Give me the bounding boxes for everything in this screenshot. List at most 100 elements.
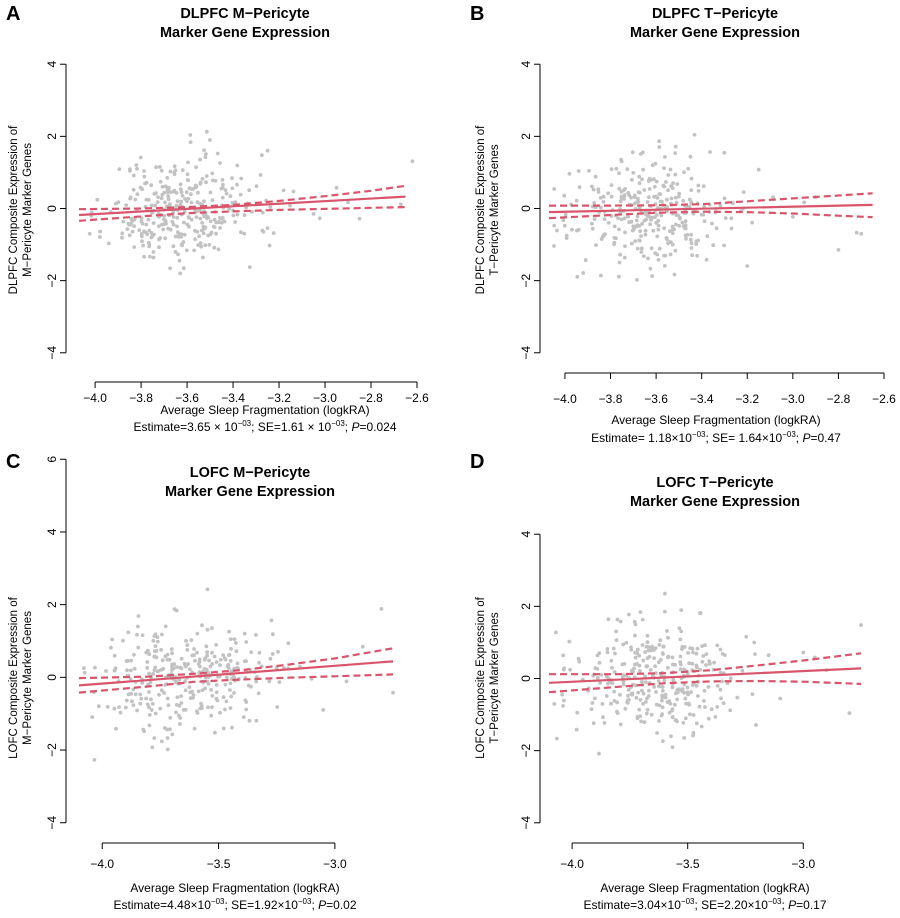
data-point: [706, 716, 711, 721]
data-point: [687, 197, 692, 202]
data-point: [244, 707, 249, 712]
data-point: [227, 653, 232, 657]
data-point: [618, 692, 622, 697]
data-point: [590, 226, 595, 231]
data-point: [652, 177, 656, 182]
data-point: [235, 163, 240, 168]
data-point: [159, 648, 164, 652]
data-point: [623, 230, 627, 235]
data-point: [630, 150, 635, 155]
data-point: [668, 701, 673, 706]
data-point: [577, 185, 582, 190]
data-point: [268, 656, 273, 661]
data-point: [191, 695, 195, 700]
data-point: [640, 679, 644, 684]
data-point: [159, 196, 164, 201]
data-point: [165, 696, 170, 701]
data-point: [625, 701, 630, 705]
data-point: [186, 160, 190, 165]
data-point: [645, 707, 650, 712]
data-point: [140, 187, 145, 192]
data-point: [202, 148, 207, 153]
data-point: [715, 684, 720, 688]
data-point: [596, 190, 601, 194]
data-point: [596, 187, 601, 192]
data-point: [186, 662, 191, 666]
data-point: [638, 714, 643, 719]
data-point: [222, 219, 227, 224]
data-point: [199, 701, 203, 706]
data-point: [156, 195, 160, 200]
data-point: [663, 591, 667, 596]
data-point: [641, 702, 645, 706]
data-point: [179, 232, 184, 237]
data-point: [217, 219, 222, 224]
data-point: [165, 727, 170, 732]
data-point: [149, 697, 153, 702]
data-point: [621, 675, 625, 680]
data-point: [172, 164, 177, 169]
data-point: [646, 648, 651, 653]
data-point: [123, 705, 128, 710]
data-point: [652, 184, 657, 189]
x-tick-label: −3.4: [690, 392, 714, 406]
data-point: [199, 244, 204, 249]
data-point: [606, 617, 611, 622]
data-point: [234, 641, 238, 645]
data-point: [658, 638, 663, 643]
data-point: [208, 232, 213, 237]
data-point: [157, 237, 161, 242]
data-point: [161, 227, 166, 232]
data-point: [210, 650, 214, 655]
data-point: [147, 705, 151, 710]
data-point: [662, 678, 667, 683]
data-point: [652, 685, 656, 689]
data-point: [685, 690, 690, 695]
data-point: [552, 187, 557, 191]
data-point: [647, 195, 651, 200]
data-point: [146, 198, 151, 202]
data-point: [650, 274, 655, 278]
data-point: [673, 718, 678, 723]
data-point: [142, 174, 147, 179]
data-point: [139, 696, 144, 701]
data-point: [640, 643, 645, 647]
data-point: [643, 210, 648, 215]
data-point: [225, 675, 229, 680]
data-point: [182, 232, 187, 237]
data-point: [110, 637, 114, 642]
data-point: [163, 654, 168, 659]
data-point: [649, 646, 654, 651]
data-point: [645, 656, 650, 661]
data-point: [859, 232, 864, 236]
data-point: [150, 702, 155, 706]
ci-upper-line: [78, 184, 406, 211]
data-point: [291, 189, 296, 194]
data-point: [619, 189, 624, 194]
data-point: [633, 622, 638, 627]
data-point: [120, 231, 125, 236]
data-point: [203, 155, 208, 160]
data-point: [183, 707, 188, 712]
data-point: [592, 217, 597, 222]
data-point: [635, 214, 640, 219]
data-point: [161, 666, 166, 671]
regression-line: [548, 203, 873, 214]
data-point: [694, 721, 699, 726]
data-point: [234, 649, 239, 654]
data-point: [666, 188, 670, 193]
data-point: [163, 236, 168, 241]
data-point: [214, 220, 219, 225]
data-point: [204, 129, 209, 134]
data-point: [162, 213, 167, 218]
data-point: [208, 138, 212, 142]
data-point: [195, 229, 200, 234]
data-point: [168, 727, 172, 732]
y-tick-label: 0: [519, 675, 533, 682]
data-point: [631, 171, 636, 175]
data-point: [657, 246, 662, 251]
data-point: [654, 179, 659, 184]
data-point: [179, 190, 184, 195]
data-point: [722, 196, 727, 201]
data-point: [552, 223, 557, 228]
